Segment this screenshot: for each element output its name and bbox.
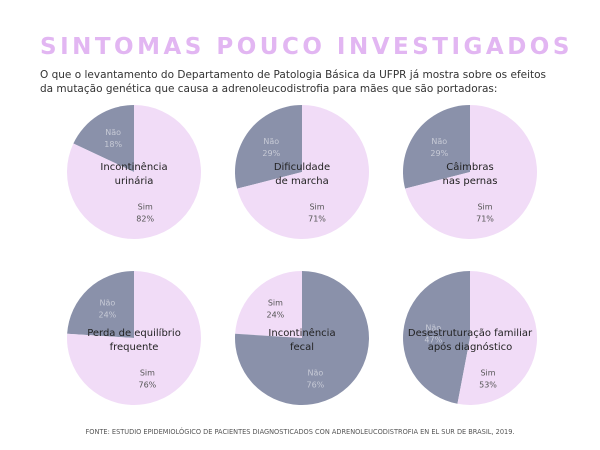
pie-slice-nao (234, 271, 369, 405)
pie-title: Desestruturação familiar (408, 328, 533, 339)
intro-line: da mutação genética que causa a adrenole… (40, 83, 498, 95)
pie-slice-sim (405, 105, 537, 239)
pie-title: frequente (110, 342, 159, 353)
pie-chart: Sim 24% Não 76% Incontinência fecal (234, 271, 369, 405)
slice-label: Sim (309, 203, 324, 212)
pie-chart: Não 47% Sim 53% Desestruturação familiar após… (403, 271, 538, 405)
intro-text: O que o levantamento do Departamento de … (40, 68, 560, 96)
intro-line: O que o levantamento do Departamento de … (40, 69, 547, 81)
slice-label: Sim (268, 299, 283, 308)
pie-title: Dificuldade (274, 162, 330, 173)
slice-value-label: 18% (104, 140, 122, 149)
pie-chart: Não 29% Sim 71% Câimbras nas pernas (402, 104, 537, 239)
pie-slice-nao (402, 104, 470, 189)
slice-label: Não (308, 369, 324, 378)
slice-value-label: 47% (424, 336, 442, 345)
pie-title: nas pernas (443, 176, 498, 187)
pie-title: fecal (290, 342, 314, 353)
slice-label: Sim (140, 369, 155, 378)
slice-value-label: 71% (476, 215, 494, 224)
slice-label: Não (263, 137, 279, 146)
slice-value-label: 24% (99, 311, 117, 320)
slice-value-label: 76% (139, 381, 157, 390)
pie-title: urinária (115, 175, 154, 187)
slice-value-label: 29% (430, 149, 448, 158)
pie-title: Incontinência (268, 327, 335, 339)
slice-value-label: 71% (308, 215, 326, 224)
pie-chart: Não 18% Sim 82% Incontinência urinária (67, 105, 202, 240)
pie-slice-sim (235, 271, 302, 338)
slice-value-label: 24% (267, 311, 285, 320)
pie-title: Câimbras (446, 161, 493, 173)
slice-label: Não (100, 299, 116, 308)
slice-label: Sim (138, 203, 153, 212)
pie-title: Perda de equilíbrio (87, 327, 181, 339)
pie-slice-sim (66, 271, 201, 405)
slice-value-label: 76% (307, 381, 325, 390)
pie-slice-nao (234, 104, 302, 189)
slice-label: Não (431, 137, 447, 146)
page-title: SINTOMAS POUCO INVESTIGADOS (40, 34, 573, 60)
pie-slice-sim (67, 105, 202, 240)
pie-chart: Não 24% Sim 76% Perda de equilíbrio frequente (66, 271, 201, 405)
pie-slice-nao (67, 271, 134, 338)
slice-label: Não (425, 324, 441, 333)
pie-slice-nao (403, 271, 470, 404)
slice-value-label: 53% (479, 381, 497, 390)
source-note: FONTE: ESTUDIO EPIDEMIOLÓGICO DE PACIENT… (85, 428, 515, 436)
pie-slice-sim (457, 271, 538, 405)
slice-label: Sim (477, 203, 492, 212)
pie-slice-sim (237, 105, 369, 239)
slice-label: Sim (480, 369, 495, 378)
pie-title: de marcha (275, 176, 328, 187)
pie-slice-nao (73, 105, 134, 172)
slice-value-label: 82% (136, 215, 154, 224)
slice-label: Não (105, 128, 121, 137)
pie-title: após diagnóstico (428, 341, 513, 353)
slice-value-label: 29% (262, 149, 280, 158)
pie-chart: Não 29% Sim 71% Dificuldade de marcha (234, 104, 369, 239)
pie-title: Incontinência (100, 161, 167, 173)
